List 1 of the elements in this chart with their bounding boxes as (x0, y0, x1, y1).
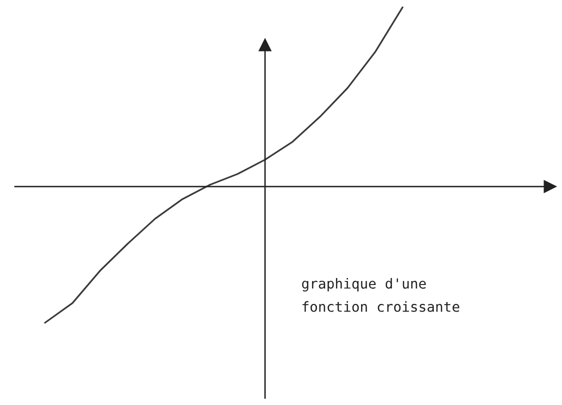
annotation: graphique d'une fonction croissante (302, 278, 460, 312)
